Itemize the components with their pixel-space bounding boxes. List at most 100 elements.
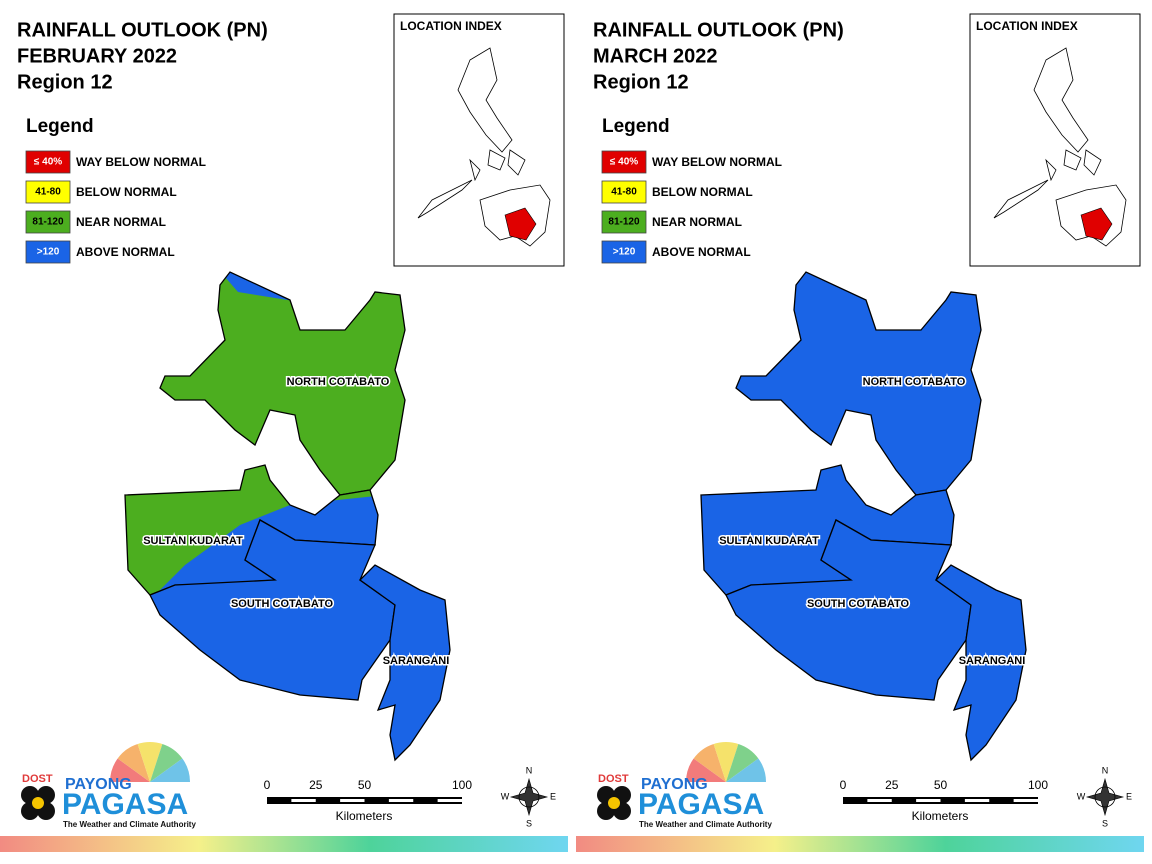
scale-tick: 0 (264, 778, 271, 792)
island (1045, 158, 1057, 182)
legend-swatch (601, 240, 647, 264)
scale-gap (964, 799, 990, 802)
legend-swatch (601, 180, 647, 204)
compass-label: E (1126, 791, 1132, 801)
legend-swatch (601, 150, 647, 174)
scale-tick: 0 (840, 778, 847, 792)
province-border (735, 271, 982, 496)
region-highlight (1080, 207, 1113, 241)
island (417, 179, 473, 219)
province (360, 565, 450, 760)
logo-brand-top: PAYONG (641, 776, 708, 793)
umbrella-panel (150, 743, 183, 782)
legend-title: Legend (26, 116, 94, 137)
scale-gap (437, 799, 462, 802)
scale-tick: 100 (1028, 778, 1048, 792)
province-label: SOUTH COTABATO (231, 598, 333, 610)
compass-label: N (526, 765, 533, 775)
legend-label: NEAR NORMAL (76, 215, 166, 229)
umbrella-panel (693, 743, 726, 782)
map-title: FEBRUARY 2022 (17, 45, 177, 67)
province-border (159, 271, 406, 496)
scale-gap (1013, 799, 1038, 802)
outlook-panel: RAINFALL OUTLOOK (PN) MARCH 2022 Region 12… (576, 13, 1144, 852)
legend-title: Legend (602, 116, 670, 137)
province (726, 520, 971, 700)
legend-swatch (25, 180, 71, 204)
umbrella-panel (713, 742, 739, 782)
island (1063, 149, 1082, 171)
legend-label: ABOVE NORMAL (76, 245, 175, 259)
island (993, 179, 1049, 219)
legend-key: 41-80 (35, 187, 61, 198)
color-band (576, 836, 1144, 852)
logo-agency: DOST (598, 773, 629, 785)
legend-label: BELOW NORMAL (76, 185, 177, 199)
compass-rose (509, 777, 549, 817)
scale-gap (388, 799, 414, 802)
logo-center (608, 797, 620, 809)
scale-gap (916, 799, 941, 802)
logo-brand: PAGASA (638, 788, 764, 821)
compass-ring (1094, 786, 1116, 808)
province (701, 465, 954, 595)
legend-swatch (25, 240, 71, 264)
legend-key: ≤ 40% (610, 157, 638, 168)
scale-gap (867, 799, 892, 802)
province-label: NORTH COTABATO (287, 376, 390, 388)
logo-agency: DOST (22, 773, 53, 785)
logo-center (32, 797, 44, 809)
compass-label: W (1077, 791, 1086, 801)
legend-key: >120 (37, 247, 60, 258)
scale-tick: 50 (358, 778, 372, 792)
map-title: Region 12 (17, 71, 113, 93)
logo-brand: PAGASA (62, 788, 188, 821)
umbrella-panel (686, 758, 726, 782)
legend-key: 41-80 (611, 187, 637, 198)
legend-label: WAY BELOW NORMAL (652, 155, 782, 169)
legend-key: 81-120 (32, 217, 64, 228)
province (150, 520, 395, 700)
scale-unit: Kilometers (336, 809, 393, 823)
island (469, 158, 481, 182)
umbrella-panel (150, 758, 190, 782)
island (457, 47, 513, 153)
scale-gap (340, 799, 365, 802)
scale-tick: 25 (309, 778, 323, 792)
umbrella-panel (110, 758, 150, 782)
scale-tick: 50 (934, 778, 948, 792)
scale-unit: Kilometers (912, 809, 969, 823)
legend-label: BELOW NORMAL (652, 185, 753, 199)
compass-label: S (526, 818, 532, 828)
province-border (934, 564, 1027, 762)
umbrella-panel (726, 743, 759, 782)
province-border (358, 564, 451, 762)
legend-swatch (601, 210, 647, 234)
province-label: SULTAN KUDARAT (719, 535, 819, 547)
legend-key: >120 (613, 247, 636, 258)
compass-rose (1085, 777, 1125, 817)
umbrella-panel (726, 758, 766, 782)
logo-tagline: The Weather and Climate Authority (639, 820, 772, 829)
province-label: SOUTH COTABATO (807, 598, 909, 610)
island (1083, 149, 1102, 176)
map-title: Region 12 (593, 71, 689, 93)
map-title: MARCH 2022 (593, 45, 717, 67)
province-label: SARANGANI (959, 655, 1026, 667)
legend-key: ≤ 40% (34, 157, 62, 168)
scale-tick: 100 (452, 778, 472, 792)
logo-brand-top: PAYONG (65, 776, 132, 793)
map-title: RAINFALL OUTLOOK (PN) (17, 19, 268, 41)
island (507, 149, 526, 176)
location-index-title: LOCATION INDEX (976, 19, 1078, 33)
legend-label: WAY BELOW NORMAL (76, 155, 206, 169)
outlook-panel: RAINFALL OUTLOOK (PN) FEBRUARY 2022 Region… (0, 13, 568, 852)
province (736, 272, 981, 495)
umbrella-panel (117, 743, 150, 782)
province (160, 272, 405, 495)
color-band (0, 836, 568, 852)
legend-label: NEAR NORMAL (652, 215, 742, 229)
compass-ring (518, 786, 540, 808)
island (487, 149, 506, 171)
province-label: SARANGANI (383, 655, 450, 667)
